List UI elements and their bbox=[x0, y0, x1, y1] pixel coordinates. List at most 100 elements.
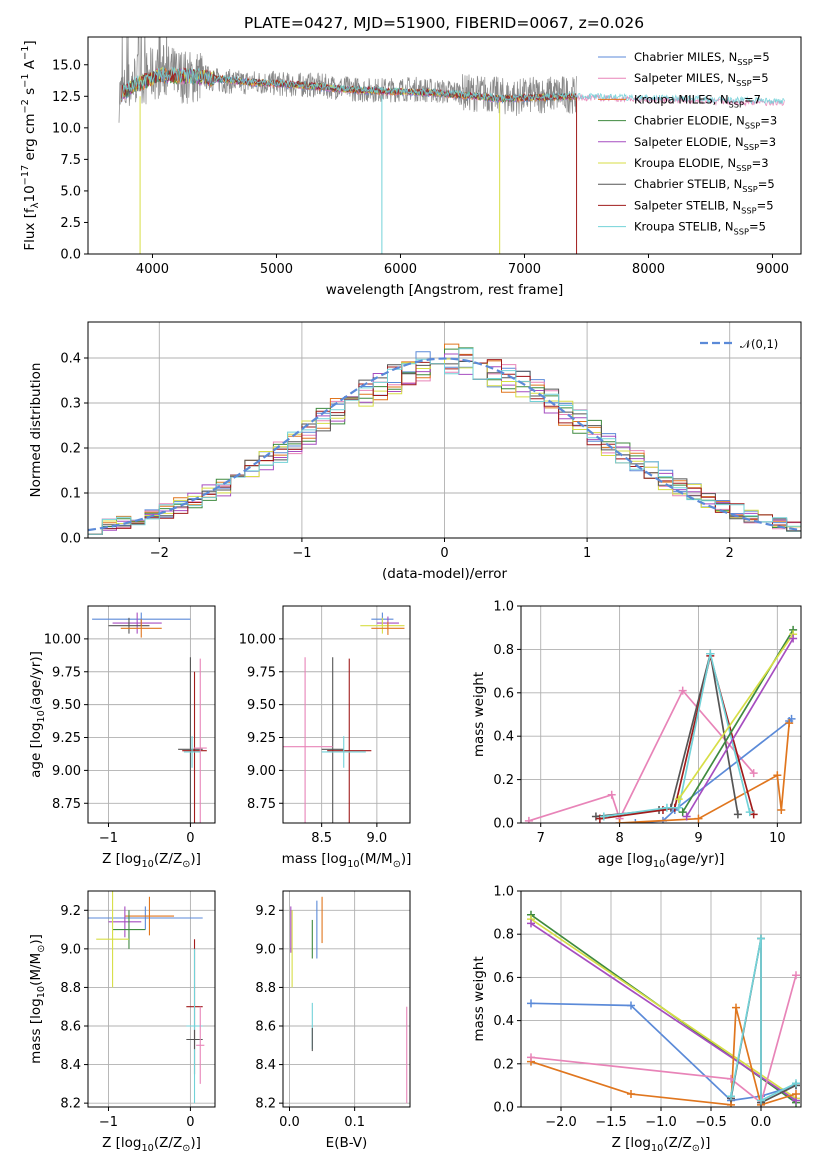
y-tick-label: 9.75 bbox=[52, 665, 81, 680]
y-tick-label: 8.4 bbox=[60, 1058, 81, 1073]
y-tick-label: 8.4 bbox=[255, 1058, 276, 1073]
x-tick-label: 9000 bbox=[756, 262, 789, 277]
legend-label: Kroupa ELODIE, NSSP=3 bbox=[634, 156, 769, 173]
plus-marker bbox=[674, 795, 683, 804]
x-tick-label: 0.0 bbox=[751, 1115, 772, 1130]
x-tick-label: 4000 bbox=[136, 262, 169, 277]
plus-marker bbox=[694, 814, 703, 823]
x-axis-label: Z [log10(Z/Z⊙)] bbox=[102, 1135, 201, 1154]
y-tick-label: 8.75 bbox=[52, 797, 81, 812]
series-model-kroupa-stelib bbox=[121, 66, 785, 105]
x-tick-label: −1.5 bbox=[595, 1115, 627, 1130]
plus-marker bbox=[527, 999, 535, 1008]
hist-kroupa-stelib bbox=[88, 348, 801, 535]
series-observed-spectrum bbox=[118, 37, 577, 123]
plus-marker bbox=[527, 1053, 535, 1062]
y-tick-label: 2.5 bbox=[60, 216, 81, 231]
x-axis-label: (data-model)/error bbox=[382, 566, 508, 582]
axes-frame bbox=[87, 321, 802, 539]
x-tick-label: 0 bbox=[440, 546, 448, 561]
panel-mass_vs_Z: −1 0 8.2 8.4 8.6 8.8 9.0 9.2 Z [log10(Z/Z⊙)] mass… bbox=[28, 890, 216, 1154]
plus-marker bbox=[792, 1090, 800, 1099]
y-axis-label: Normed distribution bbox=[28, 363, 44, 498]
plot-area bbox=[524, 625, 798, 823]
plot-area bbox=[118, 37, 785, 254]
panel-spectrum: 4000 5000 6000 7000 8000 9000 0.0 2.5 5.0 7.5 10.0… bbox=[20, 36, 802, 298]
x-tick-label: 5000 bbox=[260, 262, 293, 277]
x-axis-label: Z [log10(Z/Z⊙)] bbox=[612, 1135, 711, 1154]
grid-lines bbox=[521, 890, 801, 1108]
plot-area bbox=[290, 896, 408, 1104]
y-tick-label: 0.6 bbox=[493, 971, 514, 986]
y-axis-label: mass [log10(M/M⊙)] bbox=[28, 934, 47, 1064]
y-tick-label: 8.8 bbox=[255, 981, 276, 996]
data-point bbox=[120, 619, 162, 638]
y-tick-label: 0.0 bbox=[60, 248, 81, 263]
x-axis-label: E(B-V) bbox=[326, 1135, 368, 1151]
y-axis-label: mass weight bbox=[471, 672, 487, 757]
x-axis-label: age [log10(age/yr)] bbox=[598, 851, 725, 870]
axes-frame bbox=[520, 605, 802, 824]
series-normal-curve bbox=[88, 357, 801, 532]
plus-marker bbox=[773, 771, 782, 780]
y-tick-label: 9.2 bbox=[60, 904, 81, 919]
y-axis-label: Flux [fλ10−17 erg cm−2 s−1 A−1] bbox=[20, 40, 41, 250]
y-tick-label: 1.0 bbox=[493, 885, 514, 900]
plus-marker bbox=[524, 816, 533, 823]
x-axis-label: mass [log10(M/M⊙)] bbox=[282, 851, 412, 870]
y-tick-label: 0.4 bbox=[493, 1014, 514, 1029]
data-point bbox=[96, 891, 129, 988]
plus-marker bbox=[527, 919, 535, 928]
data-point bbox=[178, 657, 203, 823]
data-point bbox=[108, 617, 150, 634]
x-tick-label: −1 bbox=[99, 831, 118, 846]
plus-marker bbox=[607, 790, 616, 799]
y-tick-label: 0.8 bbox=[493, 643, 514, 658]
x-tick-label: 7000 bbox=[508, 262, 541, 277]
y-tick-label: 9.75 bbox=[247, 665, 276, 680]
panel-mass_vs_EBV: 0.0 0.1 8.2 8.4 8.6 8.8 9.0 9.2 E(B-V) bbox=[255, 890, 411, 1151]
y-tick-label: 9.0 bbox=[255, 942, 276, 957]
data-point bbox=[321, 657, 344, 823]
axes-frame bbox=[87, 36, 802, 255]
y-tick-label: 0.0 bbox=[60, 532, 81, 547]
series-line-kroupa-miles bbox=[530, 1007, 797, 1106]
plus-marker bbox=[757, 934, 765, 943]
axes-frame bbox=[87, 605, 216, 824]
x-tick-label: −1.0 bbox=[645, 1115, 677, 1130]
y-tick-label: 0.2 bbox=[60, 442, 81, 457]
y-tick-label: 0.0 bbox=[493, 1101, 514, 1116]
legend-label: Salpeter MILES, NSSP=5 bbox=[634, 71, 769, 88]
y-tick-label: 9.25 bbox=[247, 731, 276, 746]
plus-marker bbox=[785, 719, 794, 728]
plus-marker bbox=[627, 1090, 635, 1099]
x-tick-label: 0 bbox=[186, 1115, 194, 1130]
y-tick-label: 0.4 bbox=[493, 730, 514, 745]
x-axis-label: wavelength [Angstrom, rest frame] bbox=[326, 282, 564, 298]
data-point bbox=[112, 910, 146, 949]
axes-frame bbox=[87, 890, 216, 1108]
plot-area bbox=[88, 343, 801, 535]
plus-marker bbox=[727, 1092, 735, 1101]
x-tick-label: 2 bbox=[726, 546, 734, 561]
plus-marker bbox=[733, 810, 742, 819]
y-tick-label: 9.25 bbox=[52, 731, 81, 746]
plus-marker bbox=[792, 971, 800, 980]
y-tick-label: 0.3 bbox=[60, 397, 81, 412]
y-tick-label: 10.00 bbox=[44, 632, 81, 647]
axes-frame bbox=[282, 890, 411, 1108]
plot-area bbox=[92, 612, 207, 823]
y-tick-label: 7.5 bbox=[60, 153, 81, 168]
panel-residuals: −2 −1 0 1 2 0.0 0.1 0.2 0.3 0.4 (data-model)/error… bbox=[28, 321, 802, 582]
legend-label: Kroupa MILES, NSSP=7 bbox=[634, 92, 761, 109]
data-point bbox=[88, 906, 203, 930]
x-tick-label: −2 bbox=[150, 546, 169, 561]
grid-lines bbox=[88, 891, 215, 1107]
x-tick-label: 0 bbox=[186, 831, 194, 846]
x-tick-label: 9.0 bbox=[367, 831, 388, 846]
x-tick-label: 6000 bbox=[384, 262, 417, 277]
y-tick-label: 12.5 bbox=[52, 90, 81, 105]
panel-age_vs_Z: −1 0 8.75 9.00 9.25 9.50 9.75 10.00 Z [log10(Z/Z… bbox=[28, 605, 216, 870]
plot-area bbox=[283, 612, 405, 823]
